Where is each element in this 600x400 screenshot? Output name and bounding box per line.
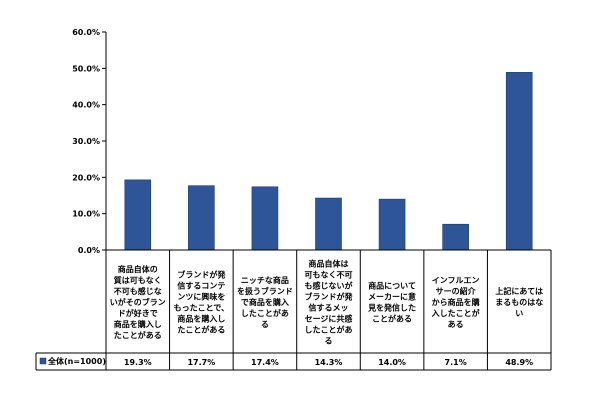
category-label: インフルエンサーの紹介から商品を購入したことがある bbox=[431, 276, 481, 329]
category-label: 商品自体は可もなく不可も感じないがブランドが発信するメッセージに共感したことがあ… bbox=[305, 259, 354, 346]
y-tick-label: 10.0% bbox=[72, 210, 100, 219]
y-tick-label: 40.0% bbox=[72, 101, 100, 110]
value-label: 7.1% bbox=[445, 358, 467, 367]
category-label: ニッチな商品を扱うブランドで商品を購入したことがある bbox=[237, 275, 293, 329]
bar bbox=[378, 198, 406, 251]
bar bbox=[188, 185, 215, 251]
category-label: 商品自体の質は可もなく不可も感じないがそのブランドが好きで商品を購入したことがあ… bbox=[110, 264, 166, 340]
value-label: 48.9% bbox=[505, 358, 533, 367]
legend-swatch bbox=[39, 357, 47, 365]
y-tick-label: 30.0% bbox=[72, 137, 100, 146]
value-label: 17.7% bbox=[187, 358, 215, 367]
y-tick-label: 0.0% bbox=[78, 246, 100, 255]
legend-label: 全体(n=1000) bbox=[47, 356, 106, 366]
value-label: 14.0% bbox=[378, 358, 406, 367]
y-tick-label: 60.0% bbox=[72, 28, 100, 37]
category-label: 上記にあてはまるものはない bbox=[495, 286, 543, 318]
bar bbox=[315, 197, 342, 251]
category-label: 商品についてメーカーに意見を発信したことがある bbox=[367, 281, 416, 324]
value-label: 19.3% bbox=[124, 358, 152, 367]
bar bbox=[124, 179, 152, 251]
category-label: ブランドが発信するコンテンツに興味をもったことで、商品を購入したことがある bbox=[174, 270, 229, 335]
bar bbox=[251, 186, 279, 251]
bar bbox=[505, 72, 533, 251]
value-label: 14.3% bbox=[315, 358, 343, 367]
y-tick-label: 20.0% bbox=[72, 173, 100, 182]
bar bbox=[442, 223, 469, 251]
y-tick-label: 50.0% bbox=[72, 64, 100, 73]
value-label: 17.4% bbox=[251, 358, 279, 367]
